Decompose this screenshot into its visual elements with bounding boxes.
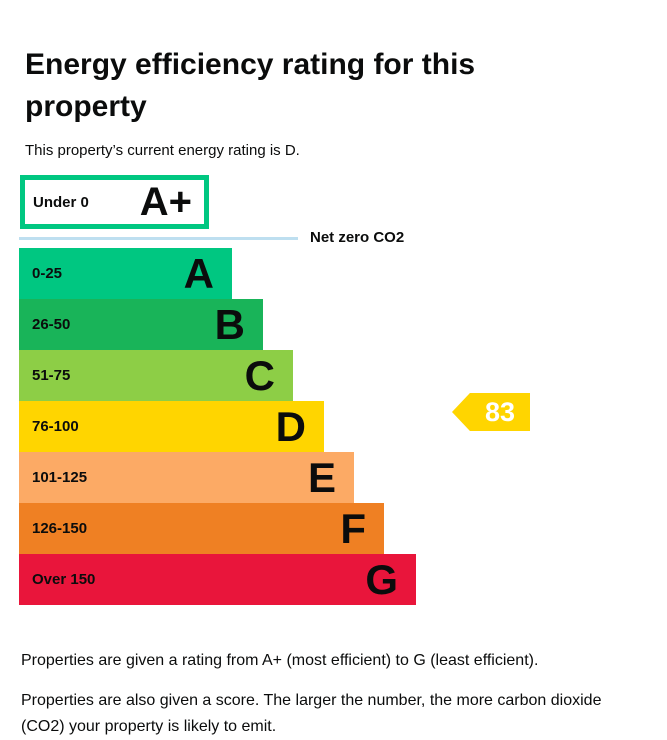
band-d: 76-100 D <box>19 401 324 452</box>
band-range-label: 51-75 <box>32 367 71 384</box>
band-letter: F <box>340 504 366 552</box>
footnote-rating: Properties are given a rating from A+ (m… <box>21 652 539 669</box>
band-a-plus: Under 0 A+ <box>20 175 209 229</box>
current-rating-text: This property’s current energy rating is… <box>25 142 300 159</box>
net-zero-label: Net zero CO2 <box>310 229 405 246</box>
band-range-label: Over 150 <box>32 571 96 588</box>
band-range-label: 26-50 <box>32 316 71 333</box>
rating-bands: 0-25 A 26-50 B 51-75 C 76-100 D 101-125 E 126-150 F… <box>19 248 416 605</box>
band-range-label: 126-150 <box>32 520 88 537</box>
score-marker-value: 83 <box>484 396 516 427</box>
band-letter: C <box>244 351 275 399</box>
band-letter: B <box>214 300 245 348</box>
page-title: Energy efficiency rating for this proper… <box>25 48 476 124</box>
band-range-label: Under 0 <box>33 193 89 211</box>
band-e: 101-125 E <box>19 452 354 503</box>
band-letter: A+ <box>139 180 192 224</box>
band-f: 126-150 F <box>19 503 384 554</box>
net-zero-line <box>19 237 298 240</box>
band-letter: D <box>275 402 306 450</box>
band-letter: E <box>307 453 336 501</box>
band-b: 26-50 B <box>19 299 263 350</box>
band-a: 0-25 A <box>19 248 232 299</box>
band-letter: G <box>365 555 398 603</box>
band-range-label: 0-25 <box>32 265 63 282</box>
band-c: 51-75 C <box>19 350 293 401</box>
band-g: Over 150 G <box>19 554 416 605</box>
band-letter: A <box>183 249 214 297</box>
band-range-label: 76-100 <box>32 418 79 435</box>
score-marker-arrow: 83 <box>452 393 530 431</box>
band-range-label: 101-125 <box>32 469 88 486</box>
footnote-score: Properties are also given a score. The l… <box>21 692 602 735</box>
